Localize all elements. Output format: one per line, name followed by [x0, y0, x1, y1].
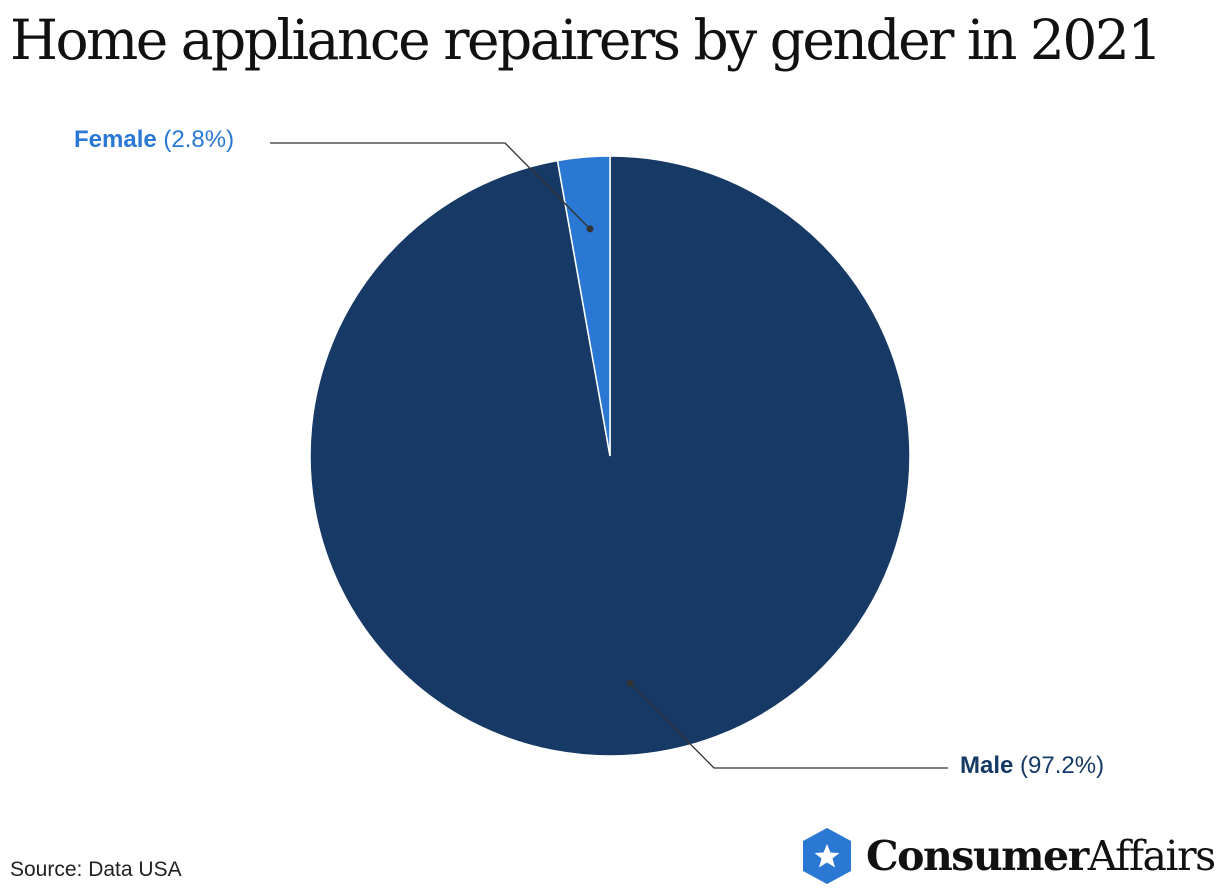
female-label-name: Female [74, 126, 157, 153]
leader-line-female [270, 142, 591, 230]
logo-wordmark: ConsumerAffairs [866, 832, 1216, 880]
female-label-value: (2.8%) [163, 126, 235, 153]
star-shield-icon [803, 828, 851, 884]
chart-title: Home appliance repairers by gender in 20… [10, 8, 1162, 72]
male-label-name: Male [960, 752, 1014, 779]
male-label-value: (97.2%) [1020, 752, 1105, 779]
logo-wordmark-bold: Consumer [866, 832, 1089, 880]
pie-slice-female [556, 155, 611, 457]
consumer-affairs-logo: ConsumerAffairs [800, 826, 1216, 886]
leader-dot-female [586, 225, 594, 233]
male-label: Male (97.2%) [960, 752, 1104, 780]
leader-line-male [629, 682, 948, 769]
logo-wordmark-regular: Affairs [1087, 832, 1216, 880]
source-note: Source: Data USA [10, 858, 182, 881]
leader-dot-male [626, 679, 634, 687]
female-label: Female (2.8%) [74, 126, 234, 154]
